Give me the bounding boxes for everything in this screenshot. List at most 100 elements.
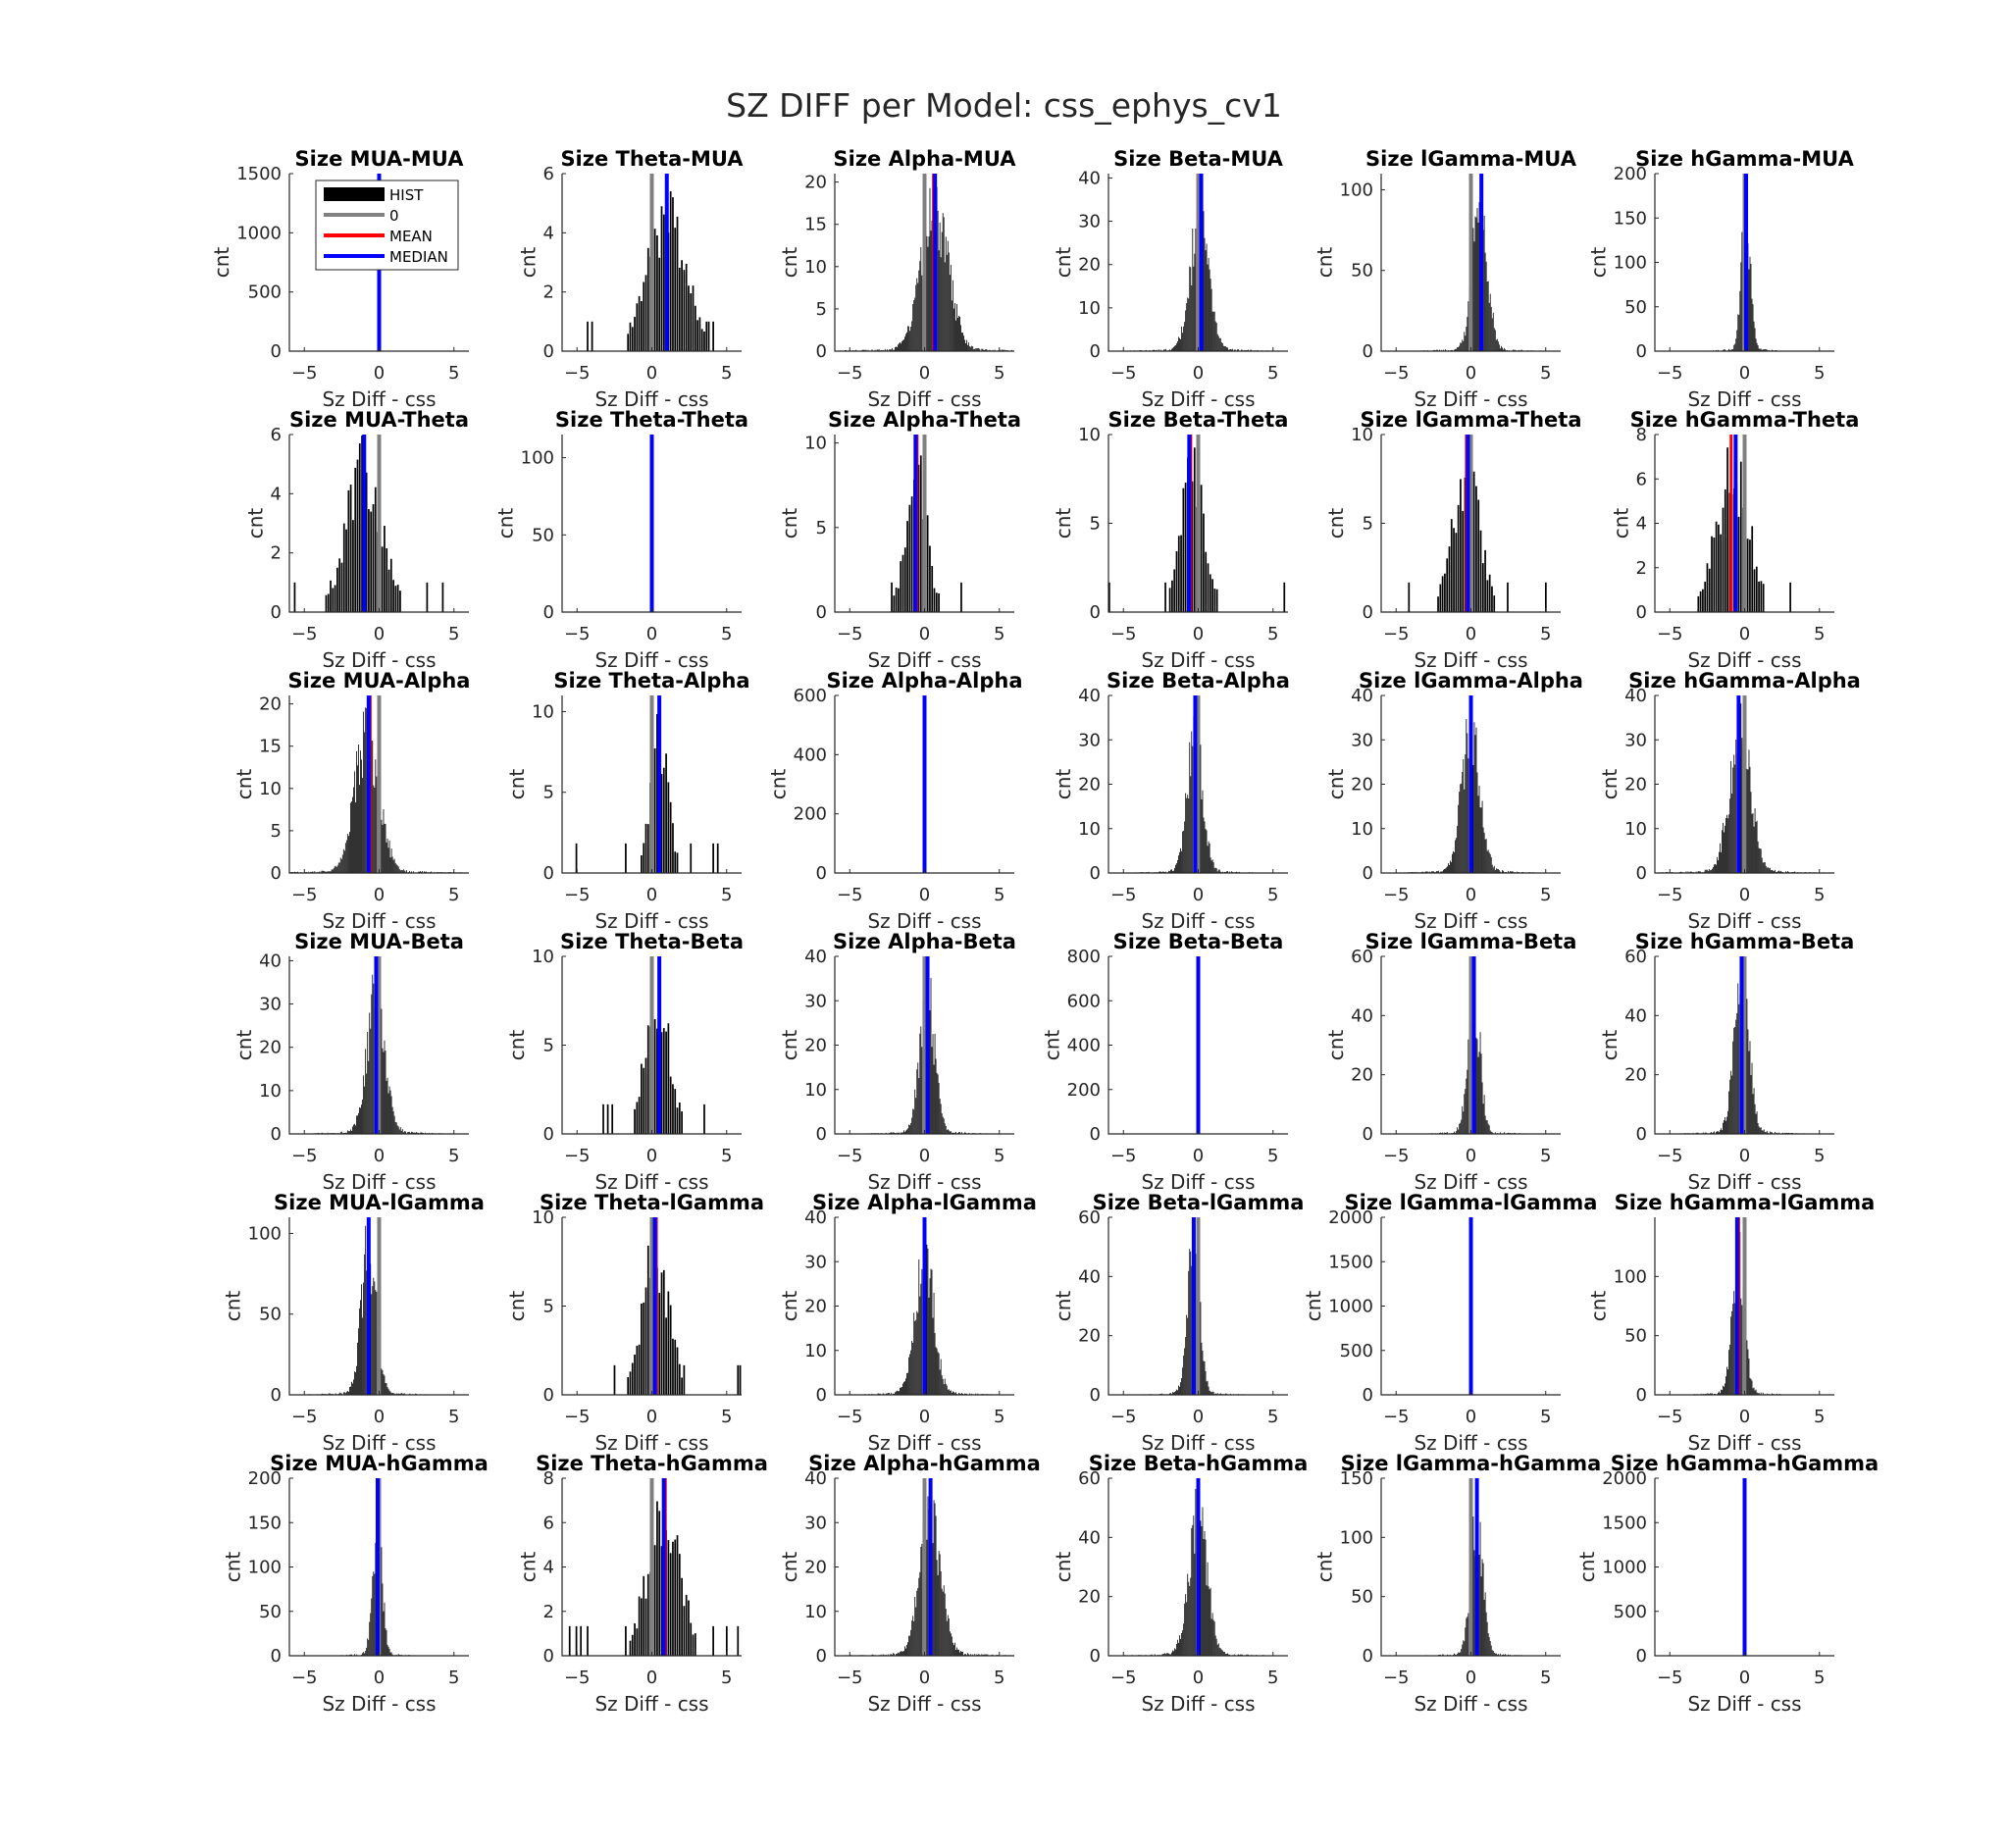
- x-tick-label: 5: [721, 1146, 732, 1166]
- hist-bar: [977, 347, 979, 351]
- y-axis-label: cnt: [222, 1291, 245, 1322]
- hist-bar: [1486, 282, 1488, 351]
- subplot-title: Size Alpha-Theta: [828, 408, 1021, 432]
- hist-bar: [1746, 999, 1748, 1134]
- x-tick-label: 5: [1814, 363, 1825, 384]
- hist-bar: [1709, 1393, 1711, 1395]
- hist-bar: [1187, 1573, 1189, 1656]
- hist-bar: [703, 1104, 705, 1134]
- hist-bar: [888, 349, 890, 351]
- hist-bar: [943, 1118, 945, 1134]
- x-tick-label: 0: [1466, 624, 1476, 644]
- hist-bar: [1176, 343, 1177, 351]
- hist-bar: [1740, 703, 1742, 873]
- hist-bar: [904, 336, 905, 351]
- hist-bar: [1750, 263, 1752, 351]
- hist-bar: [1493, 865, 1495, 873]
- hist-bar: [1169, 1393, 1170, 1395]
- hist-bar: [961, 1132, 962, 1134]
- hist-bar: [955, 1650, 956, 1656]
- hist-bar: [1761, 857, 1763, 873]
- hist-bar: [1215, 868, 1217, 873]
- y-tick-label: 10: [1078, 298, 1101, 319]
- hist-bar: [1169, 349, 1170, 351]
- hist-bar: [955, 1132, 956, 1134]
- hist-bar: [917, 282, 919, 351]
- hist-bar: [1713, 1131, 1715, 1134]
- y-tick-label: 0: [1636, 1385, 1647, 1406]
- hist-bar: [961, 1393, 962, 1395]
- hist-bar: [397, 1126, 399, 1134]
- hist-bar: [349, 832, 350, 873]
- y-axis-label: cnt: [778, 1552, 801, 1583]
- x-tick-label: 0: [646, 885, 657, 905]
- hist-bar: [1208, 1386, 1210, 1395]
- x-tick-label: 0: [919, 1668, 930, 1688]
- hist-bar: [397, 866, 399, 873]
- hist-bar: [960, 582, 962, 612]
- hist-bar: [631, 1634, 634, 1656]
- hist-bar: [905, 1648, 906, 1656]
- y-tick-label: 20: [1624, 775, 1647, 796]
- hist-bar: [981, 1654, 983, 1656]
- y-tick-label: 20: [1351, 775, 1373, 796]
- hist-bar: [904, 1381, 905, 1395]
- hist-bar: [359, 1308, 360, 1395]
- hist-bar: [1702, 1132, 1704, 1134]
- hist-bar: [1188, 1270, 1190, 1395]
- hist-bar: [1467, 301, 1469, 351]
- hist-bar: [568, 1625, 571, 1656]
- hist-bar: [1162, 1653, 1164, 1656]
- hist-bar: [1200, 744, 1202, 873]
- hist-bar: [1168, 870, 1169, 873]
- hist-bar: [1765, 865, 1767, 873]
- hist-bar: [1240, 1654, 1241, 1656]
- hist-bar: [1724, 832, 1725, 873]
- hist-bar: [344, 1393, 346, 1395]
- hist-bar: [643, 1067, 645, 1134]
- hist-bar: [931, 220, 933, 351]
- hist-bar: [1730, 349, 1732, 351]
- hist-bar: [1680, 871, 1682, 873]
- hist-bar: [1473, 722, 1475, 873]
- hist-bar: [1457, 346, 1459, 351]
- hist-bar: [903, 1650, 904, 1656]
- hist-bar: [929, 1010, 931, 1134]
- hist-bar: [1187, 1317, 1189, 1395]
- hist-bar: [950, 1633, 952, 1656]
- hist-bar: [359, 785, 360, 873]
- hist-bar: [887, 1392, 889, 1395]
- hist-bar: [945, 236, 947, 351]
- hist-bar: [396, 865, 398, 873]
- hist-bar: [1501, 345, 1502, 351]
- hist-bar: [345, 840, 347, 873]
- hist-bar: [921, 275, 923, 351]
- y-tick-label: 30: [259, 995, 282, 1015]
- hist-bar: [1478, 202, 1480, 351]
- hist-bar: [1730, 1070, 1732, 1134]
- hist-bar: [345, 529, 347, 612]
- hist-bar: [1695, 871, 1697, 873]
- hist-bar: [1751, 526, 1754, 612]
- hist-bar: [1189, 266, 1191, 351]
- y-tick-label: 2: [543, 282, 554, 303]
- hist-bar: [1182, 333, 1184, 351]
- hist-bar: [905, 1378, 906, 1395]
- x-tick-label: 0: [374, 624, 385, 644]
- hist-bar: [1173, 346, 1174, 351]
- hist-bar: [1188, 298, 1190, 351]
- hist-bar: [949, 1631, 951, 1656]
- hist-bar: [1228, 1654, 1229, 1656]
- y-axis-label: cnt: [1052, 769, 1075, 800]
- hist-bar: [1733, 1027, 1735, 1134]
- x-tick-label: −5: [564, 1668, 591, 1688]
- y-tick-label: 0: [543, 1385, 554, 1406]
- hist-bar: [387, 1388, 389, 1395]
- hist-bar: [1226, 871, 1228, 873]
- hist-bar: [1203, 513, 1205, 612]
- hist-bar: [1706, 869, 1708, 873]
- hist-bar: [900, 1387, 901, 1395]
- hist-bar: [1775, 1132, 1776, 1134]
- x-axis-label: Sz Diff - css: [867, 1431, 981, 1455]
- hist-bar: [1226, 1653, 1228, 1656]
